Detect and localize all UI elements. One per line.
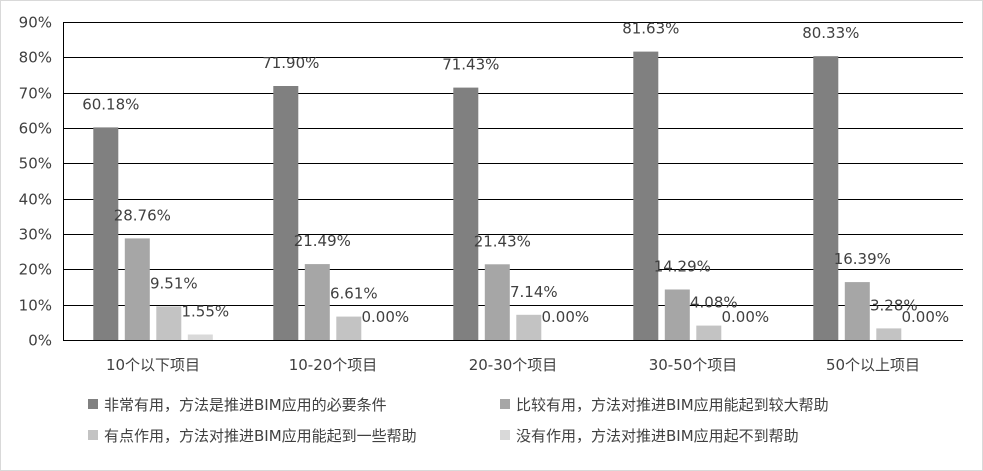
legend-label: 有点作用，方法对推进BIM应用能起到一些帮助	[104, 427, 417, 445]
bar-3	[516, 314, 542, 340]
y-tick-label: 60%	[19, 120, 52, 138]
data-label: 0.00%	[901, 308, 949, 326]
legend-swatch	[500, 430, 510, 440]
data-label: 0.00%	[721, 308, 769, 326]
bar-2	[664, 289, 690, 340]
bar-1	[93, 127, 119, 341]
bars	[93, 51, 902, 341]
data-label: 21.43%	[474, 232, 531, 250]
data-label: 6.61%	[330, 285, 378, 303]
y-tick-label: 90%	[19, 14, 52, 32]
data-label: 16.39%	[834, 250, 891, 268]
bar-2	[304, 264, 330, 340]
y-tick-label: 10%	[19, 297, 52, 315]
x-axis: 10个以下项目 10-20个项目 20-30个项目 30-50个项目 50个以上项目	[106, 356, 920, 374]
data-label: 0.00%	[361, 308, 409, 326]
data-label: 1.55%	[181, 303, 229, 321]
data-labels: 60.18% 28.76% 9.51% 1.55% 71.90% 21.49% 6.61% 0…	[82, 20, 949, 326]
data-label: 3.28%	[870, 296, 918, 314]
y-tick-label: 80%	[19, 49, 52, 67]
bar-3	[156, 306, 182, 340]
data-label: 71.43%	[442, 56, 499, 74]
bar-4	[187, 334, 213, 340]
data-label: 71.90%	[262, 54, 319, 72]
data-label: 4.08%	[690, 294, 738, 312]
bar-1	[633, 51, 659, 340]
data-label: 80.33%	[802, 24, 859, 42]
data-label: 60.18%	[82, 95, 139, 113]
x-tick-label: 20-30个项目	[469, 356, 558, 374]
bar-2	[124, 238, 150, 340]
x-tick-label: 10个以下项目	[106, 356, 200, 374]
bar-3	[336, 316, 362, 340]
x-tick-label: 10-20个项目	[289, 356, 378, 374]
data-label: 14.29%	[654, 258, 711, 276]
y-tick-label: 30%	[19, 226, 52, 244]
legend-swatch	[88, 430, 98, 440]
y-tick-label: 50%	[19, 155, 52, 173]
gridlines	[63, 22, 963, 341]
legend-swatch	[500, 399, 510, 409]
x-tick-label: 30-50个项目	[649, 356, 738, 374]
y-tick-label: 40%	[19, 191, 52, 209]
y-tick-label: 0%	[28, 332, 52, 350]
legend-label: 非常有用，方法是推进BIM应用的必要条件	[104, 396, 387, 414]
bar-1	[453, 87, 479, 340]
legend-label: 没有作用，方法对推进BIM应用起不到帮助	[516, 427, 799, 445]
x-tick-label: 50个以上项目	[826, 356, 920, 374]
y-axis: 0% 10% 20% 30% 40% 50% 60% 70% 80% 90%	[19, 14, 64, 350]
legend-swatch	[88, 399, 98, 409]
legend: 非常有用，方法是推进BIM应用的必要条件 比较有用，方法对推进BIM应用能起到较大…	[88, 396, 829, 445]
data-label: 7.14%	[510, 283, 558, 301]
bar-2	[844, 282, 870, 340]
data-label: 28.76%	[114, 206, 171, 224]
data-label: 0.00%	[541, 308, 589, 326]
bar-1	[813, 56, 839, 340]
data-label: 81.63%	[622, 20, 679, 38]
data-label: 9.51%	[150, 274, 198, 292]
bar-1	[273, 86, 299, 340]
y-tick-label: 20%	[19, 261, 52, 279]
bar-3	[876, 328, 902, 340]
bar-2	[484, 264, 510, 340]
bar-3	[696, 325, 722, 340]
legend-label: 比较有用，方法对推进BIM应用能起到较大帮助	[516, 396, 829, 414]
y-tick-label: 70%	[19, 85, 52, 103]
data-label: 21.49%	[294, 232, 351, 250]
